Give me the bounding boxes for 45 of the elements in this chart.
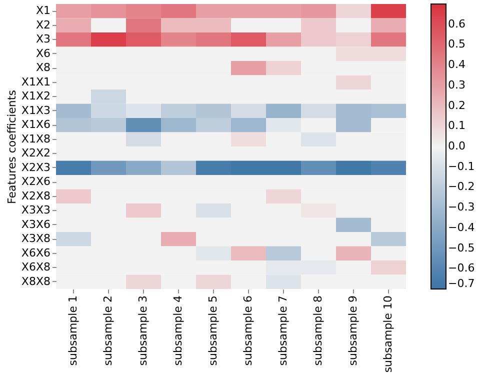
y-tick-label: X2X2 bbox=[21, 146, 50, 160]
y-tick-label: X6 bbox=[36, 46, 50, 60]
y-tick-label: X2X8 bbox=[21, 189, 50, 202]
y-tick-label: X1X3 bbox=[21, 104, 50, 117]
y-tick-label: X1X1 bbox=[21, 75, 50, 88]
y-tick-label: X3 bbox=[36, 32, 50, 46]
color-bar-label: 0.6 bbox=[448, 17, 466, 30]
y-tick-label: X6X6 bbox=[21, 246, 50, 260]
color-bar-label: −0.1 bbox=[448, 160, 475, 173]
color-bar-label: 0.2 bbox=[448, 98, 466, 112]
color-bar-label: 0.1 bbox=[448, 119, 466, 132]
x-tick-label: subsample 2 bbox=[102, 296, 114, 366]
color-bar-label: −0.5 bbox=[448, 241, 475, 254]
y-tick-label: X6X8 bbox=[21, 260, 50, 274]
color-bar-label: −0.4 bbox=[448, 220, 475, 234]
y-tick-label: X8X8 bbox=[21, 274, 50, 288]
color-bar-label: −0.3 bbox=[448, 200, 475, 214]
color-bar-label: −0.2 bbox=[448, 180, 475, 194]
color-bar-label: 0.4 bbox=[448, 58, 466, 72]
x-tick-label: subsample 9 bbox=[346, 296, 360, 366]
y-tick-label: X1X2 bbox=[21, 90, 50, 103]
x-tick-label: subsample 10 bbox=[382, 296, 394, 373]
color-bar-label: 0.0 bbox=[448, 140, 466, 152]
color-bar-label: −0.6 bbox=[448, 262, 475, 275]
y-tick-label: X2 bbox=[36, 18, 50, 32]
x-tick-label: subsample 3 bbox=[136, 296, 150, 366]
x-tick-label: subsample 7 bbox=[276, 296, 290, 366]
y-tick-label: X3X8 bbox=[21, 232, 50, 246]
x-tick-label: subsample 6 bbox=[242, 296, 254, 366]
y-tick-label: X8 bbox=[36, 61, 50, 74]
y-axis-title: Features coefficients bbox=[5, 90, 18, 204]
color-bar-label: 0.3 bbox=[448, 78, 466, 92]
color-bar-label: −0.7 bbox=[448, 277, 475, 290]
y-tick-label: X3X6 bbox=[21, 218, 50, 231]
x-tick-label: subsample 5 bbox=[206, 296, 220, 366]
y-tick-label: X3X3 bbox=[21, 204, 50, 217]
color-bar-label: 0.5 bbox=[448, 38, 466, 51]
y-tick-label: X1X8 bbox=[21, 132, 50, 146]
y-tick-label: X1X6 bbox=[21, 118, 50, 132]
y-tick-label: X2X6 bbox=[21, 175, 50, 188]
y-tick-label: X2X3 bbox=[21, 160, 50, 174]
x-tick-label: subsample 8 bbox=[312, 296, 324, 366]
x-tick-label: subsample 1 bbox=[66, 296, 80, 366]
x-tick-label: subsample 4 bbox=[172, 296, 184, 366]
y-tick-label: X1 bbox=[36, 4, 50, 18]
